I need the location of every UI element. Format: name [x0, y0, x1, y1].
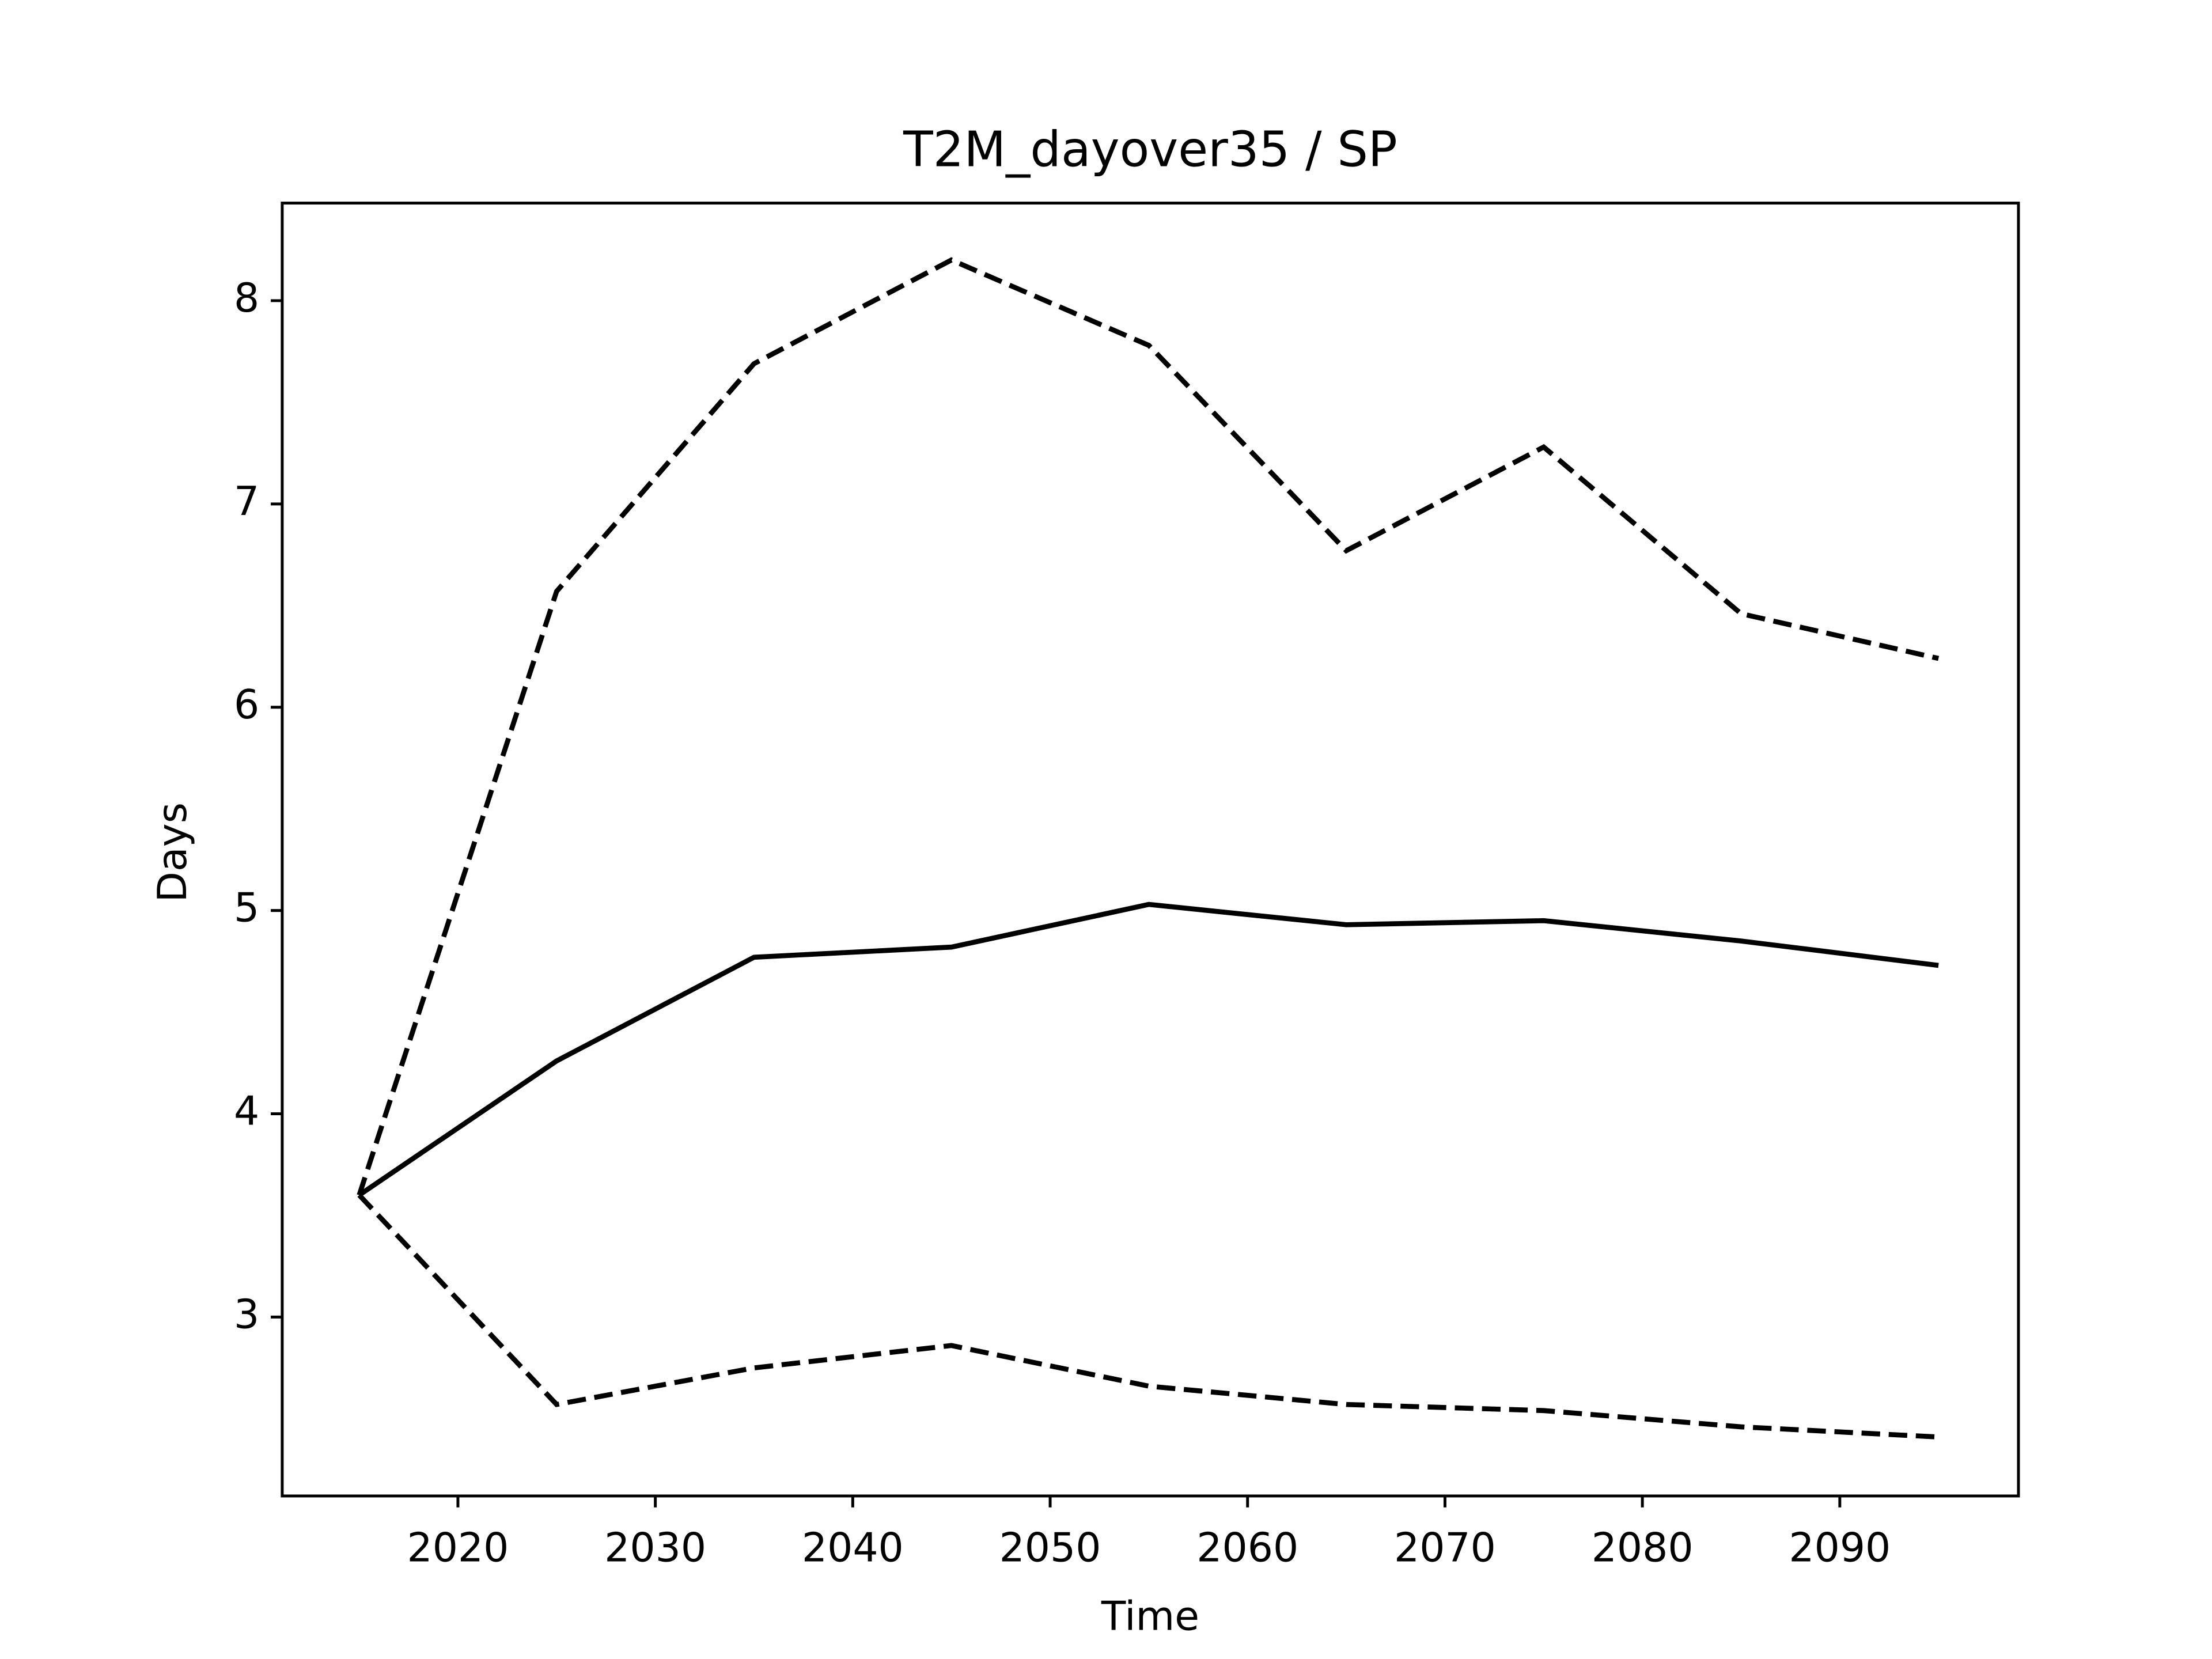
- y-tick-label: 8: [234, 275, 259, 321]
- x-axis-label: Time: [1101, 1593, 1199, 1640]
- y-axis-label: Days: [149, 802, 196, 902]
- y-tick-label: 6: [234, 681, 259, 728]
- x-tick-label: 2020: [407, 1524, 509, 1571]
- line: [357, 257, 1940, 1196]
- y-tick-label: 4: [234, 1088, 259, 1135]
- chart-title: T2M_dayover35 / SP: [903, 122, 1397, 178]
- y-tick-label: 5: [234, 885, 259, 931]
- line: [358, 902, 1939, 1198]
- x-tick-label: 2040: [802, 1524, 904, 1571]
- x-tick-label: 2080: [1592, 1524, 1694, 1571]
- plot-frame: [281, 202, 2020, 1498]
- y-tick-label: 7: [234, 478, 259, 525]
- x-tick-label: 2060: [1196, 1524, 1298, 1571]
- y-tick-label: 3: [234, 1291, 259, 1338]
- x-tick-label: 2070: [1394, 1524, 1496, 1571]
- x-tick-label: 2030: [604, 1524, 706, 1571]
- x-tick-label: 2050: [999, 1524, 1101, 1571]
- x-tick-label: 2090: [1789, 1524, 1891, 1571]
- line: [357, 1193, 1939, 1440]
